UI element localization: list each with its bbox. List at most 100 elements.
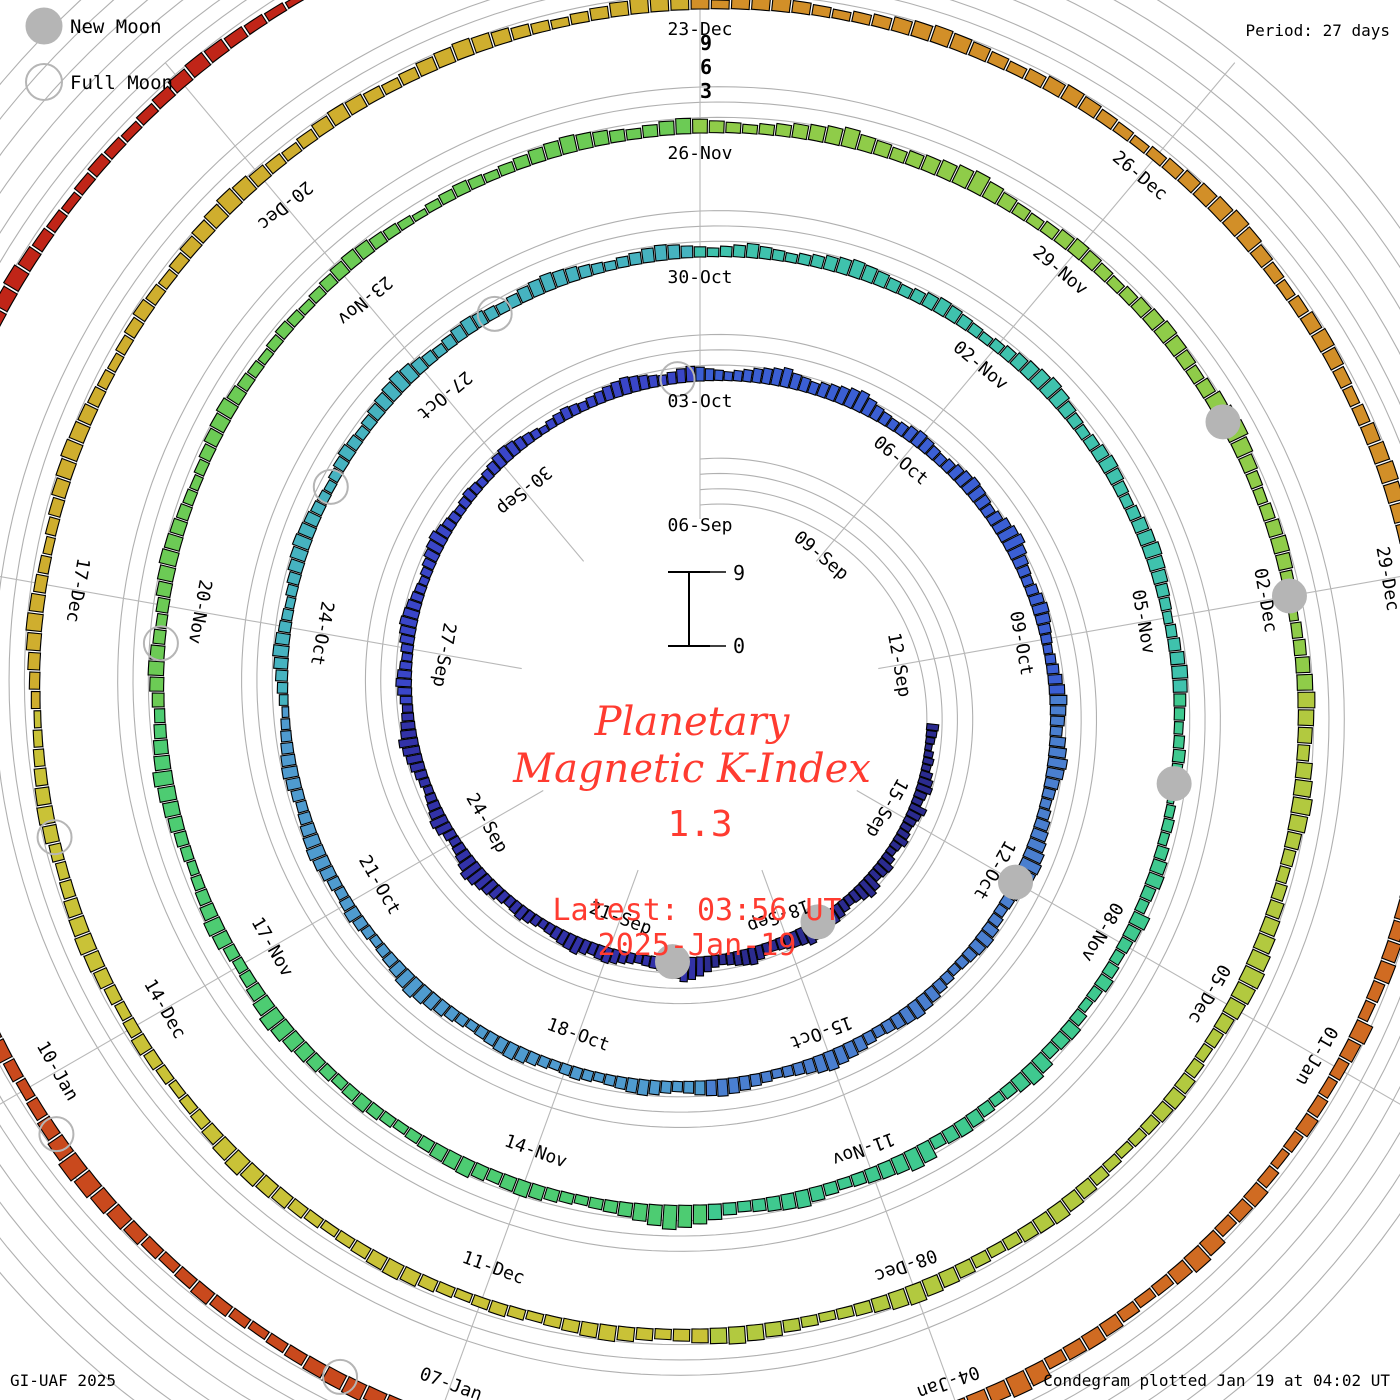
k-index-bar: [167, 68, 194, 94]
k-index-bar: [603, 259, 618, 272]
k-index-bar: [1038, 796, 1053, 811]
k-index-bar: [106, 352, 125, 374]
k-index-bar: [1222, 996, 1247, 1021]
k-index-bar: [831, 902, 847, 920]
k-index-bar: [993, 903, 1009, 919]
k-index-bar: [1294, 656, 1311, 674]
k-index-bar: [501, 1040, 520, 1061]
k-index-bar: [448, 834, 463, 848]
k-index-bar: [173, 830, 190, 848]
k-index-bar: [1150, 568, 1169, 586]
k-index-bar: [1042, 75, 1067, 98]
k-index-bar: [416, 1134, 436, 1154]
k-index-bar: [28, 671, 41, 690]
k-index-bar: [602, 1198, 619, 1215]
k-index-bar: [1030, 1051, 1054, 1074]
k-index-bar: [215, 187, 244, 215]
k-index-bar: [149, 676, 165, 692]
k-index-bar: [954, 954, 970, 970]
k-index-bar: [280, 718, 291, 731]
k-index-bar: [435, 523, 453, 540]
k-index-bar: [303, 1208, 325, 1229]
k-index-bar: [420, 349, 439, 368]
k-index-bar: [921, 1273, 944, 1297]
k-index-bar: [1018, 856, 1043, 876]
k-index-bar: [770, 1067, 784, 1080]
k-index-bar: [920, 154, 942, 176]
k-index-bar: [636, 1078, 650, 1097]
k-index-bar: [716, 1078, 729, 1097]
k-index-bar: [625, 127, 643, 141]
k-index-bar: [966, 170, 991, 197]
k-index-bar: [173, 1265, 199, 1290]
k-index-bar: [297, 521, 318, 540]
k-index-bar: [745, 242, 760, 260]
radial-spoke: [815, 62, 1236, 562]
k-index-bar: [751, 367, 764, 384]
k-index-bar: [272, 644, 290, 658]
k-index-bar: [280, 607, 295, 622]
k-index-bar: [884, 276, 902, 294]
k-index-bar: [764, 1320, 784, 1338]
k-index-bar: [491, 452, 508, 470]
k-index-bar: [1010, 1071, 1032, 1093]
k-index-bar: [318, 865, 338, 882]
k-index-bar: [480, 467, 495, 483]
k-index-bar: [586, 941, 599, 957]
k-index-bar: [1279, 847, 1297, 868]
k-index-bar: [788, 372, 803, 391]
k-index-bar: [453, 1287, 474, 1304]
k-index-bar: [17, 245, 42, 273]
k-index-bar: [1275, 278, 1296, 302]
k-index-bar: [334, 1229, 356, 1249]
k-index-bar: [421, 557, 437, 571]
k-index-bar: [155, 1064, 175, 1086]
k-index-bar: [654, 1327, 672, 1341]
k-index-bar: [1029, 368, 1052, 391]
k-index-bar: [578, 1320, 599, 1339]
k-index-bar: [932, 296, 953, 318]
k-index-bar: [270, 1018, 295, 1043]
k-index-bar: [758, 245, 773, 261]
k-index-bar: [527, 1182, 547, 1202]
k-index-bar: [0, 1032, 3, 1038]
k-index-bar: [1115, 936, 1134, 955]
full-moon-marker-icon: [476, 295, 513, 332]
k-index-bar: [631, 1202, 649, 1222]
k-index-bar: [754, 944, 766, 961]
grid-arc-level-9: [117, 86, 1221, 1252]
k-index-bar: [544, 417, 558, 431]
k-index-bar: [985, 510, 1004, 527]
k-index-bar: [485, 460, 502, 476]
k-index-bar: [706, 247, 720, 258]
k-index-bar: [449, 324, 469, 344]
k-index-bar: [1080, 1325, 1107, 1351]
k-index-bar: [1259, 915, 1281, 938]
k-index-bar: [1341, 385, 1361, 408]
k-index-bar: [749, 1072, 763, 1088]
k-index-bar: [26, 1096, 49, 1122]
k-index-bar: [2, 1057, 25, 1083]
k-index-bar: [513, 904, 530, 922]
k-index-bar: [916, 1139, 938, 1164]
date-label: 01-Jan: [1291, 1023, 1342, 1090]
k-index-bar: [156, 564, 177, 583]
k-index-bar: [428, 1142, 449, 1163]
k-index-bar: [375, 942, 392, 959]
k-index-bar: [140, 1235, 165, 1260]
k-index-bar: [923, 749, 935, 759]
k-index-bar: [1090, 443, 1110, 463]
k-index-bar: [175, 502, 193, 522]
k-index-bar: [360, 924, 377, 941]
k-index-bar: [895, 827, 911, 841]
k-index-bar: [516, 284, 534, 304]
k-index-bar: [147, 660, 165, 677]
k-index-bar: [163, 532, 184, 552]
k-index-bar: [852, 1034, 869, 1053]
k-index-bar: [909, 429, 928, 449]
k-index-bar: [424, 197, 443, 214]
k-index-bar: [454, 848, 472, 864]
k-index-bar: [951, 164, 975, 190]
k-index-bar: [394, 967, 416, 989]
k-index-bar: [310, 115, 335, 138]
